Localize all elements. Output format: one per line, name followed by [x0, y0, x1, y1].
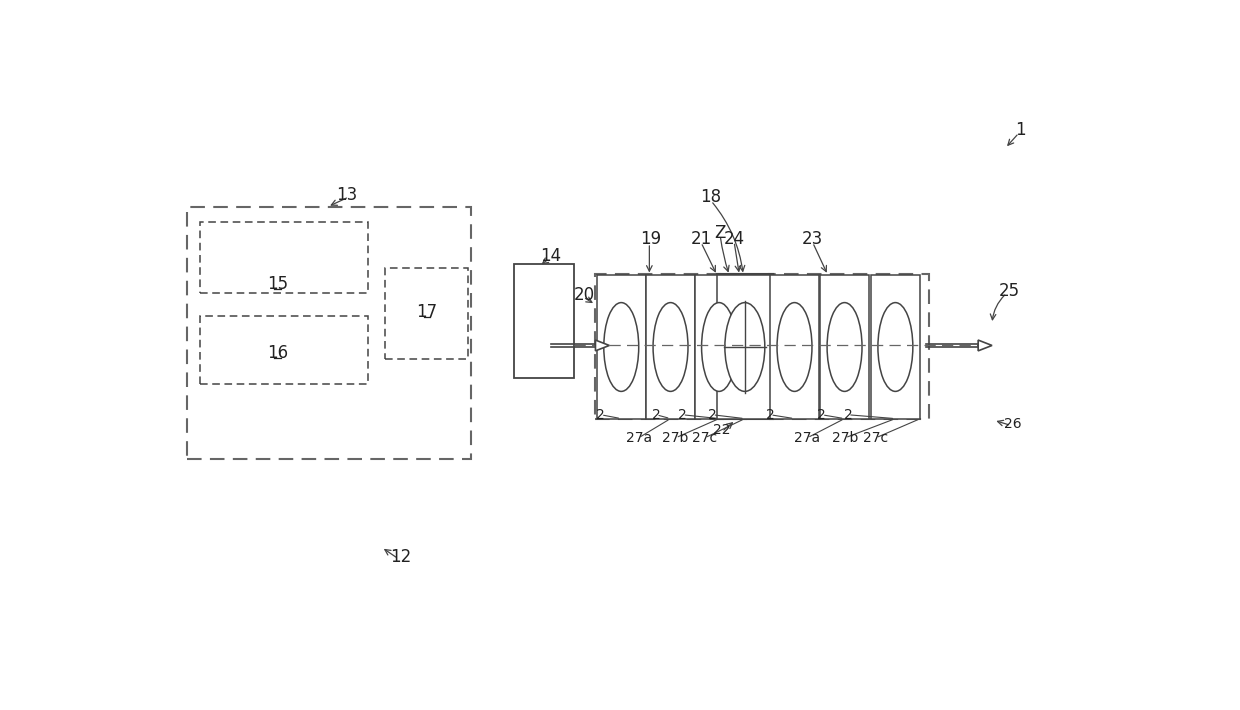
Ellipse shape [827, 302, 862, 391]
Text: 2: 2 [766, 408, 775, 422]
Bar [821, 275, 869, 419]
Ellipse shape [702, 302, 737, 391]
Text: 2: 2 [708, 408, 717, 422]
Text: 27c: 27c [863, 431, 888, 445]
Text: 22: 22 [713, 423, 730, 437]
Bar [770, 275, 818, 419]
Text: 14: 14 [541, 247, 562, 265]
Bar [187, 207, 471, 459]
Text: 26: 26 [1004, 417, 1022, 431]
Text: 27a: 27a [794, 431, 821, 445]
Bar [872, 275, 920, 419]
Text: 12: 12 [391, 548, 412, 566]
Text: 2: 2 [678, 408, 687, 422]
Bar [201, 222, 368, 293]
Text: 2: 2 [652, 408, 661, 422]
Bar [513, 264, 574, 378]
Bar [201, 316, 368, 384]
Bar [596, 275, 646, 419]
Ellipse shape [878, 302, 913, 391]
Text: 15: 15 [267, 275, 288, 293]
Bar [717, 275, 773, 419]
Text: 18: 18 [701, 188, 722, 206]
Text: 16: 16 [267, 344, 288, 362]
Bar [595, 274, 745, 419]
Text: 27c: 27c [692, 431, 718, 445]
Text: Z: Z [714, 224, 725, 242]
Text: 2: 2 [596, 408, 605, 422]
Text: 19: 19 [640, 230, 661, 248]
Ellipse shape [777, 302, 812, 391]
Ellipse shape [725, 302, 765, 391]
Text: 27b: 27b [832, 431, 858, 445]
Polygon shape [978, 340, 992, 351]
Text: 25: 25 [998, 282, 1019, 300]
Text: 23: 23 [802, 230, 823, 248]
Polygon shape [595, 340, 609, 351]
Text: 27b: 27b [662, 431, 688, 445]
Bar [694, 275, 743, 419]
Text: 27a: 27a [625, 431, 652, 445]
Text: 24: 24 [723, 230, 745, 248]
Bar [769, 274, 929, 419]
Text: 21: 21 [691, 230, 712, 248]
Ellipse shape [604, 302, 639, 391]
Bar [386, 268, 469, 359]
Text: 2: 2 [843, 408, 852, 422]
Text: 13: 13 [336, 185, 357, 204]
Ellipse shape [653, 302, 688, 391]
Text: 1: 1 [1016, 121, 1025, 139]
Text: 17: 17 [417, 303, 438, 322]
Bar [717, 274, 773, 419]
Text: 20: 20 [573, 285, 594, 304]
Bar [646, 275, 694, 419]
Text: 2: 2 [817, 408, 826, 422]
